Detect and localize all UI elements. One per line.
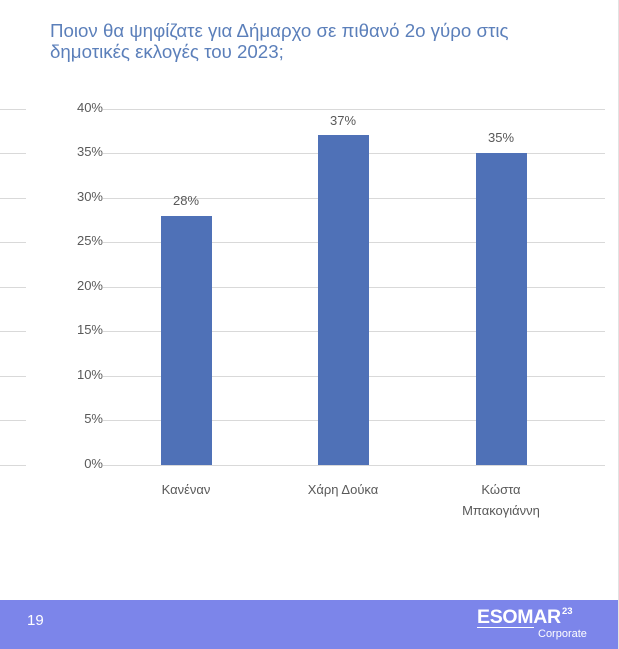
svg-text:ESOMAR: ESOMAR [477, 606, 561, 628]
svg-text:23: 23 [562, 606, 573, 617]
svg-text:Corporate: Corporate [538, 628, 587, 640]
